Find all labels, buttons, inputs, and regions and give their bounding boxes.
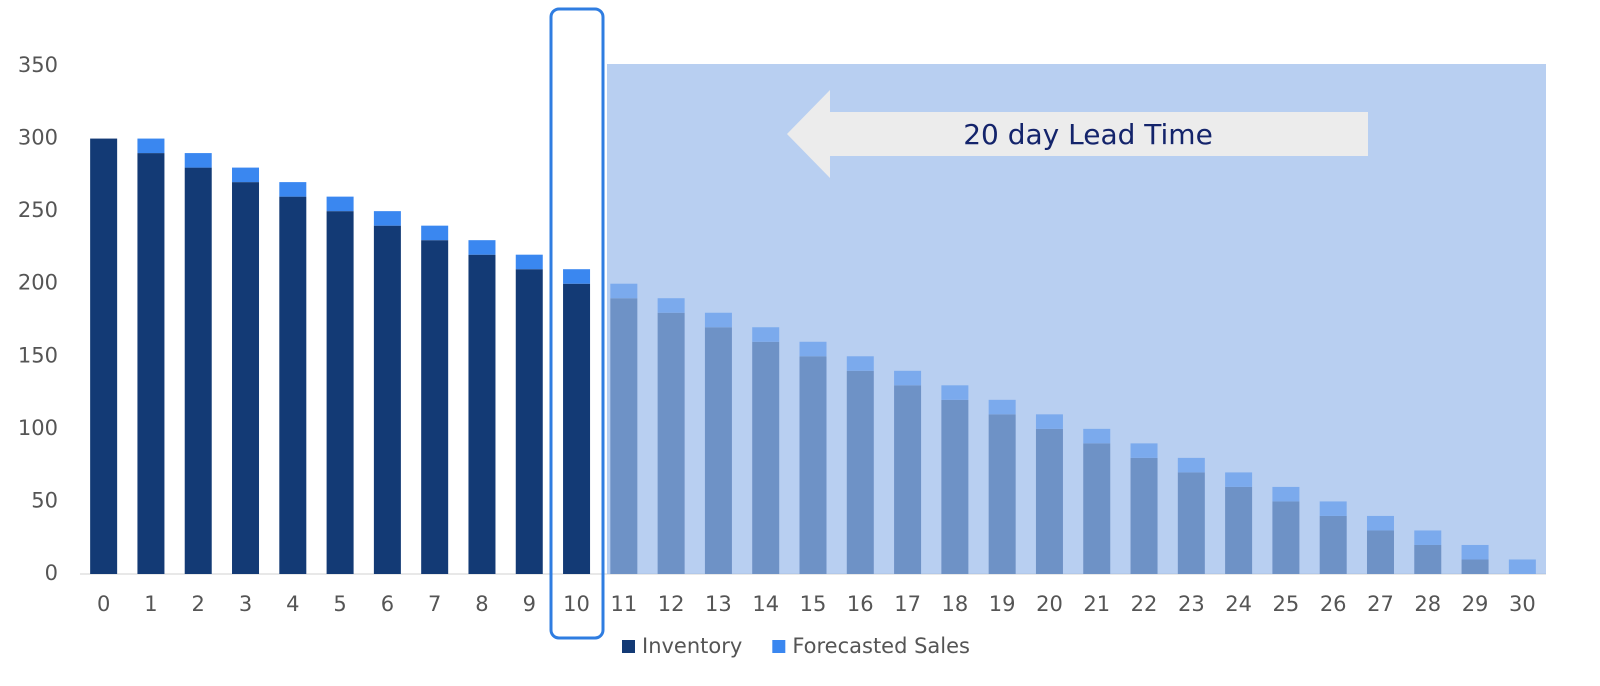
x-tick-label: 6 [381, 592, 394, 616]
bar-segment [515, 269, 543, 574]
bar-segment [468, 240, 496, 255]
x-tick-label: 19 [989, 592, 1016, 616]
x-tick-label: 4 [286, 592, 299, 616]
bar-segment [515, 254, 543, 270]
bar-segment [232, 167, 260, 183]
bar-segment [563, 283, 591, 574]
legend-label: Inventory [642, 634, 742, 658]
bar-segment [137, 153, 165, 575]
x-tick-label: 21 [1083, 592, 1110, 616]
bar-segment [421, 240, 449, 574]
bar-segment [137, 138, 165, 154]
x-tick-label: 3 [239, 592, 252, 616]
bar-segment [184, 167, 212, 574]
x-tick-label: 11 [610, 592, 637, 616]
y-tick-label: 150 [18, 343, 58, 367]
x-tick-label: 23 [1178, 592, 1205, 616]
bar-segment [279, 196, 307, 574]
y-tick-label: 0 [45, 561, 58, 585]
x-tick-label: 28 [1414, 592, 1441, 616]
x-tick-label: 18 [942, 592, 969, 616]
y-tick-label: 350 [18, 53, 58, 77]
bar-segment [373, 211, 401, 226]
x-tick-label: 1 [144, 592, 157, 616]
bar-segment [279, 182, 307, 197]
highlight-box [549, 7, 605, 640]
x-tick-label: 17 [894, 592, 921, 616]
y-tick-label: 100 [18, 416, 58, 440]
x-tick-label: 7 [428, 592, 441, 616]
bar-segment [373, 225, 401, 574]
x-tick-label: 10 [563, 592, 590, 616]
x-tick-label: 2 [192, 592, 205, 616]
x-tick-label: 8 [475, 592, 488, 616]
bar-segment [326, 196, 354, 212]
legend-swatch [622, 640, 635, 653]
y-tick-label: 250 [18, 198, 58, 222]
bar-segment [90, 138, 118, 575]
x-tick-label: 9 [523, 592, 536, 616]
x-tick-label: 29 [1462, 592, 1489, 616]
lead-time-arrow [787, 90, 1368, 178]
x-tick-label: 24 [1225, 592, 1252, 616]
legend-label: Forecasted Sales [792, 634, 970, 658]
x-tick-label: 25 [1273, 592, 1300, 616]
x-tick-label: 0 [97, 592, 110, 616]
bar-segment [468, 254, 496, 574]
x-tick-label: 30 [1509, 592, 1536, 616]
y-tick-label: 200 [18, 271, 58, 295]
x-tick-label: 12 [658, 592, 685, 616]
annotation: 20 day Lead Time [963, 118, 1213, 151]
x-tick-label: 27 [1367, 592, 1394, 616]
x-tick-label: 15 [800, 592, 827, 616]
bar-segment [232, 182, 260, 574]
x-tick-label: 14 [752, 592, 779, 616]
x-tick-label: 5 [333, 592, 346, 616]
y-tick-label: 300 [18, 126, 58, 150]
x-tick-label: 13 [705, 592, 732, 616]
legend-swatch [772, 640, 786, 653]
bar-segment [184, 153, 212, 168]
y-tick-label: 50 [31, 488, 58, 512]
x-tick-label: 22 [1131, 592, 1158, 616]
x-tick-label: 20 [1036, 592, 1063, 616]
bar-segment [326, 211, 354, 574]
x-tick-label: 16 [847, 592, 874, 616]
bar-segment [421, 225, 449, 241]
x-tick-label: 26 [1320, 592, 1347, 616]
bar-segment [563, 269, 591, 284]
